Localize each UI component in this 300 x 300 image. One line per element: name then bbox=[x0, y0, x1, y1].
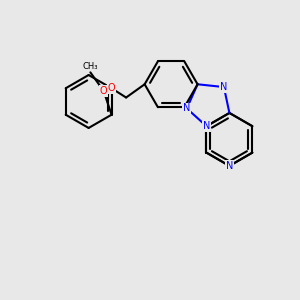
Text: CH₃: CH₃ bbox=[82, 61, 98, 70]
Text: N: N bbox=[226, 161, 233, 171]
Text: O: O bbox=[100, 86, 107, 96]
Text: N: N bbox=[203, 121, 210, 131]
Text: N: N bbox=[203, 121, 210, 131]
Text: O: O bbox=[108, 83, 116, 93]
Text: N: N bbox=[220, 82, 228, 92]
Text: N: N bbox=[183, 103, 190, 113]
